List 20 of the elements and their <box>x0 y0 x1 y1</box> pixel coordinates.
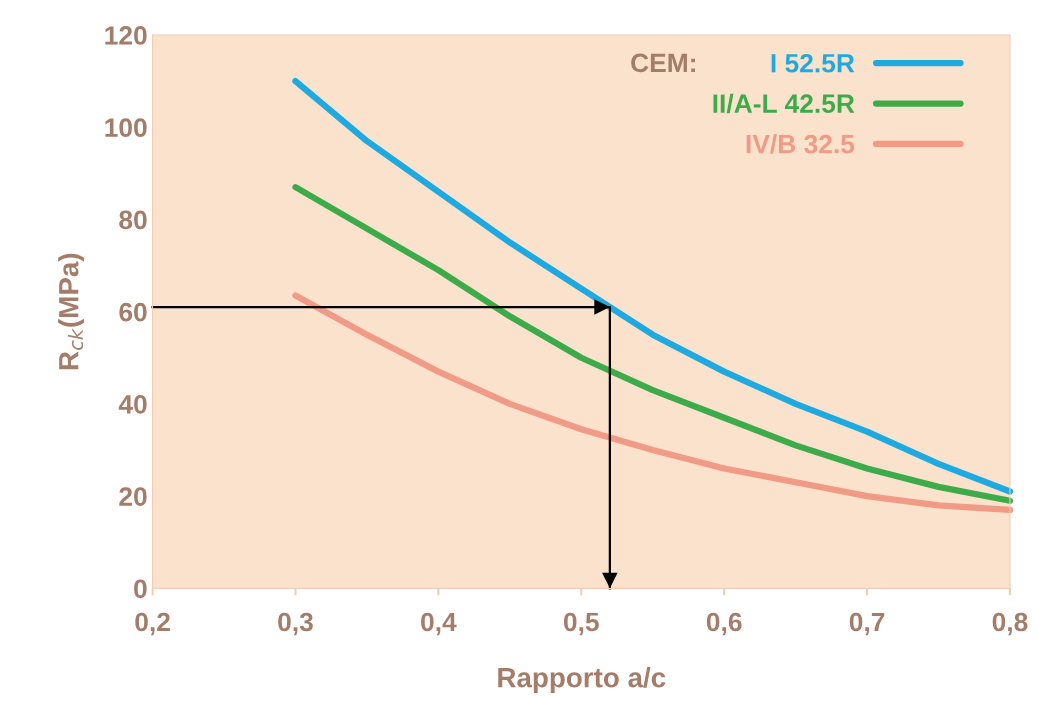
x-tick-label: 0,2 <box>135 612 170 636</box>
y-tick-label: 0 <box>134 579 147 599</box>
legend-label: I 52.5R <box>771 53 855 73</box>
legend-label: II/A-L 42.5R <box>713 93 855 114</box>
y-tick-label: 100 <box>105 118 147 138</box>
x-tick-label: 0,4 <box>421 612 457 636</box>
x-tick-label: 0,3 <box>278 612 313 636</box>
x-tick-label: 0,7 <box>849 612 885 636</box>
x-axis-title: Rapporto a/c <box>498 667 666 693</box>
y-tick-label: 40 <box>118 395 147 414</box>
y-tick-label: 60 <box>119 302 147 322</box>
x-tick-label: 0,8 <box>992 612 1028 636</box>
y-tick-label: 20 <box>119 487 147 506</box>
x-tick-label: 0,5 <box>563 612 599 636</box>
y-axis-title: R$_{ck}$(MPa) <box>58 253 85 370</box>
y-tick-label: 80 <box>119 210 147 230</box>
legend-title: CEM: <box>631 53 695 73</box>
y-tick-label: 120 <box>105 26 147 45</box>
x-tick-label: 0,6 <box>706 612 742 636</box>
legend-label: IV/B 32.5 <box>746 134 855 154</box>
